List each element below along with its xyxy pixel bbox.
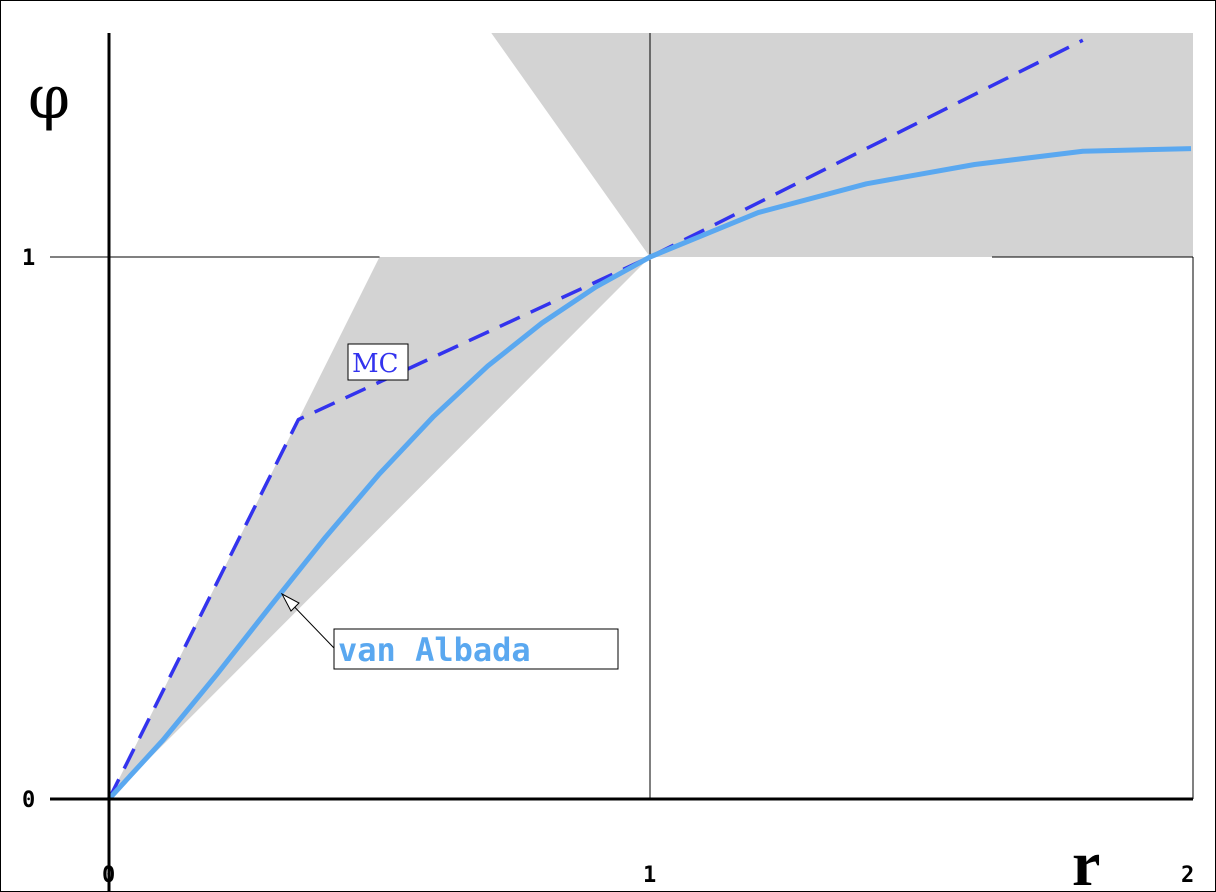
x-tick-label-0: 0 [102, 863, 115, 888]
annotation-van-albada-box [333, 628, 619, 670]
series-layer [107, 38, 1192, 801]
x-tick-label-2: 2 [1181, 863, 1194, 888]
annotation-mc: MC [347, 343, 409, 381]
annotation-mc-box [347, 343, 409, 381]
annotations: MC van Albada [280, 343, 619, 670]
tvd-region-area [109, 33, 1193, 799]
annotation-van-albada-arrowhead [280, 592, 300, 612]
y-tick-label-1: 1 [22, 246, 35, 271]
x-tick-label-1: 1 [643, 863, 656, 888]
y-tick-label-0: 0 [22, 788, 35, 813]
x-axis-label: r [1072, 828, 1100, 892]
annotation-van-albada-text: van Albada [338, 631, 531, 669]
annotation-van-albada: van Albada [280, 592, 619, 670]
annotation-mc-text: MC [352, 349, 399, 379]
tvd-region [109, 33, 1193, 799]
labels: φ r 0 1 2 0 1 [22, 63, 1194, 892]
series-line-van-albada [107, 146, 1192, 801]
y-axis-label: φ [28, 63, 70, 133]
axes [50, 33, 1193, 892]
grid [50, 33, 1194, 799]
series-line-mc [107, 38, 1084, 800]
